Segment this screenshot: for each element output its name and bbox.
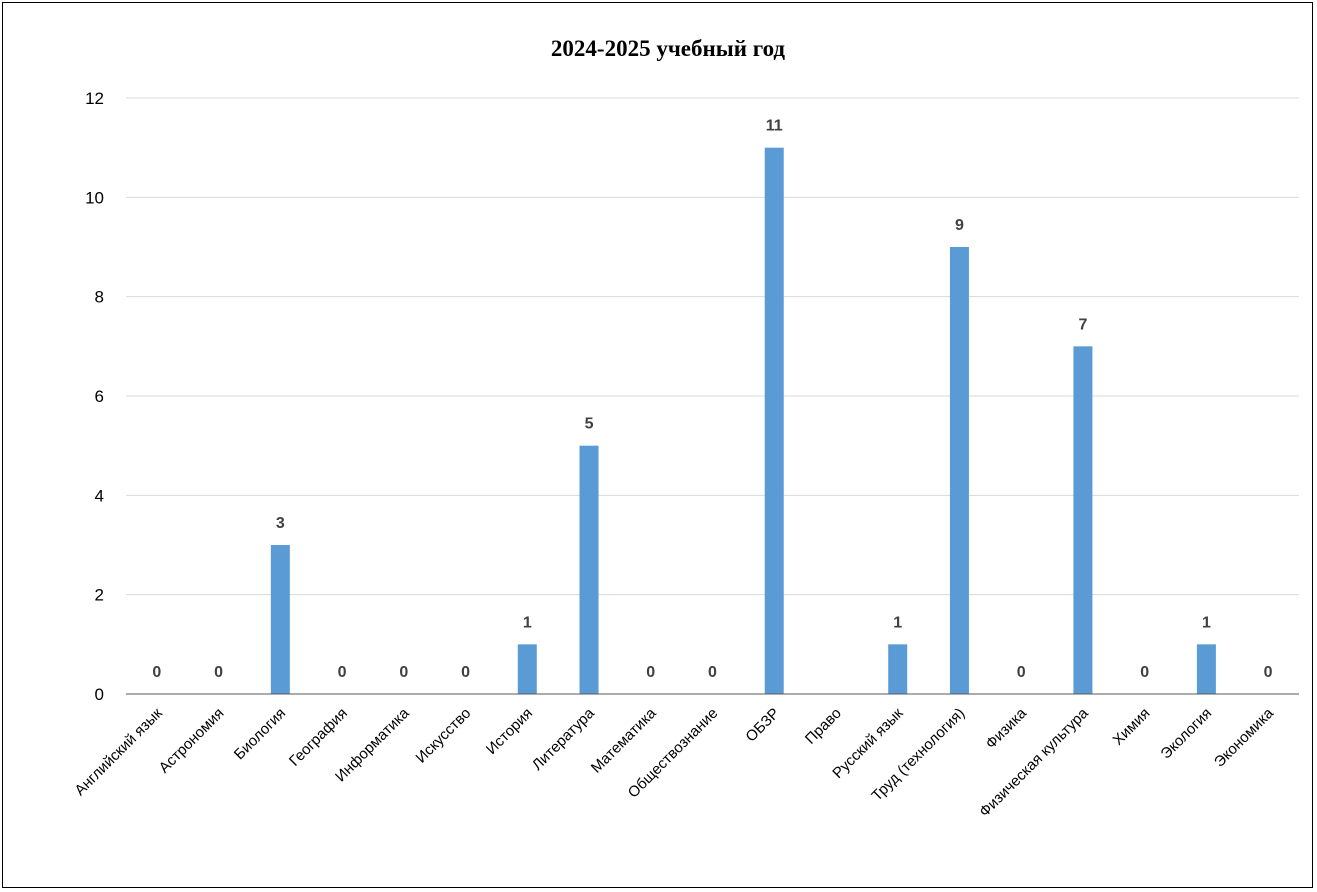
x-tick-label: Химия xyxy=(1110,705,1154,749)
data-label: 5 xyxy=(585,416,594,433)
x-tick-label: Биология xyxy=(231,705,289,763)
bar xyxy=(764,147,784,694)
y-tick-label: 4 xyxy=(95,486,104,505)
data-label: 0 xyxy=(708,664,717,681)
bar xyxy=(949,247,969,694)
data-label: 1 xyxy=(893,614,902,631)
x-tick-label: Астрономия xyxy=(156,705,228,777)
bar xyxy=(270,545,290,694)
data-label: 0 xyxy=(399,664,408,681)
data-label: 0 xyxy=(338,664,347,681)
data-label: 0 xyxy=(1017,664,1026,681)
bar xyxy=(517,644,537,694)
data-label: 3 xyxy=(276,515,285,532)
bars xyxy=(270,147,1216,694)
data-label: 1 xyxy=(1202,614,1211,631)
data-label: 0 xyxy=(152,664,161,681)
x-tick-label: История xyxy=(483,705,536,758)
bar xyxy=(579,445,599,694)
bar xyxy=(1073,346,1093,694)
y-tick-label: 0 xyxy=(95,685,104,704)
data-label: 1 xyxy=(523,614,532,631)
data-label: 0 xyxy=(1264,664,1273,681)
x-tick-label: Искусство xyxy=(413,705,475,767)
bar xyxy=(1196,644,1216,694)
y-tick-label: 2 xyxy=(95,586,104,605)
data-label: 0 xyxy=(646,664,655,681)
x-tick-label: Физика xyxy=(982,704,1030,752)
y-tick-label: 6 xyxy=(95,387,104,406)
data-label: 7 xyxy=(1078,316,1087,333)
x-tick-label: Право xyxy=(802,705,845,748)
x-tick-label: ОБЗР xyxy=(742,705,783,746)
data-label: 11 xyxy=(766,118,783,135)
data-label: 0 xyxy=(214,664,223,681)
y-axis-ticks: 0 2 4 6 8 10 12 xyxy=(85,89,104,704)
gridlines xyxy=(126,97,1299,596)
x-tick-label: Английский язык xyxy=(71,705,166,800)
x-tick-label: Физическая культура xyxy=(976,704,1092,820)
bar xyxy=(888,644,908,694)
chart-title: 2024-2025 учебный год xyxy=(551,36,786,61)
x-tick-label: География xyxy=(286,705,351,770)
data-label: 0 xyxy=(1140,664,1149,681)
data-label: 0 xyxy=(461,664,470,681)
data-label: 9 xyxy=(955,217,964,234)
y-tick-label: 8 xyxy=(95,288,104,307)
y-tick-label: 10 xyxy=(85,188,104,207)
y-tick-label: 12 xyxy=(85,89,104,108)
x-tick-label: Экология xyxy=(1157,705,1215,763)
x-tick-label: Экономика xyxy=(1211,704,1278,771)
